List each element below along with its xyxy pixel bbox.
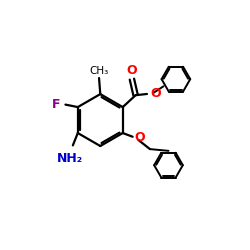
Text: O: O xyxy=(126,64,137,77)
Text: F: F xyxy=(52,98,60,111)
Text: O: O xyxy=(150,87,161,100)
Text: CH₃: CH₃ xyxy=(90,66,109,76)
Text: O: O xyxy=(134,132,145,144)
Text: NH₂: NH₂ xyxy=(57,152,84,164)
